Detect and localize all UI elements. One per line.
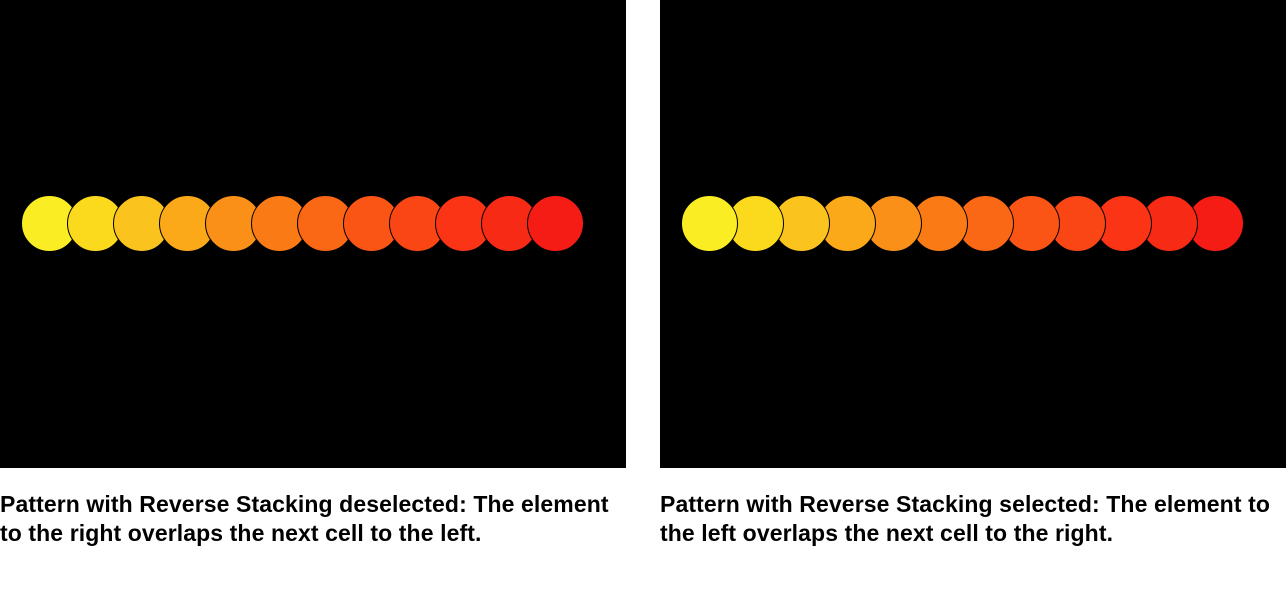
canvas-deselected bbox=[0, 0, 626, 468]
pattern-circle bbox=[527, 195, 584, 252]
page-root: Pattern with Reverse Stacking deselected… bbox=[0, 0, 1287, 612]
caption-deselected: Pattern with Reverse Stacking deselected… bbox=[0, 490, 626, 549]
pattern-circle bbox=[681, 195, 738, 252]
panel-deselected: Pattern with Reverse Stacking deselected… bbox=[0, 0, 626, 549]
canvas-selected bbox=[660, 0, 1286, 468]
panel-selected: Pattern with Reverse Stacking selected: … bbox=[660, 0, 1286, 549]
panels-row: Pattern with Reverse Stacking deselected… bbox=[0, 0, 1287, 549]
caption-selected: Pattern with Reverse Stacking selected: … bbox=[660, 490, 1286, 549]
